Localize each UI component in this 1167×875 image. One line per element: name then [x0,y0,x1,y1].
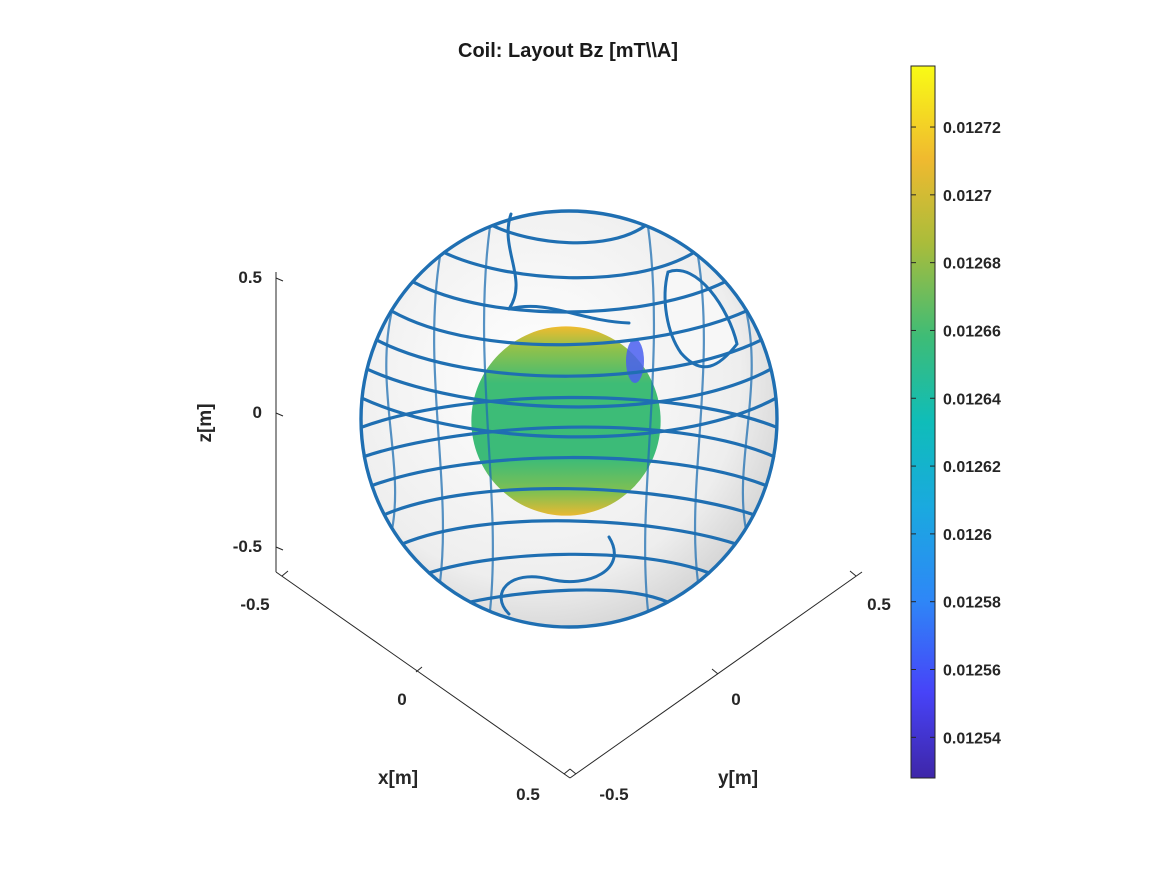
colorbar-tick-label: 0.0126 [943,527,992,544]
colorbar-tick-label: 0.01272 [943,120,1001,137]
coil-wire-loop [362,425,776,459]
x-tick-label: 0 [397,690,406,709]
colorbar-tick-label: 0.01264 [943,391,1001,408]
colorbar-tick-label: 0.01258 [943,595,1001,612]
z-tick-label: 0 [253,403,262,422]
coil-outline [359,209,779,629]
y-axis-line [569,571,863,779]
chart-title: Coil: Layout Bz [mT\\A] [458,40,678,62]
colorbar-gradient [910,65,936,779]
shell-opening [663,268,739,369]
coil-wire-meridian [482,225,494,613]
y-tick-label: 0 [731,690,740,709]
x-tick-mark [281,570,289,577]
y-tick-mark [569,768,577,775]
z-tick-mark [275,277,284,282]
colorbar-tick-label: 0.01254 [943,730,1001,747]
z-tick-label: -0.5 [233,537,262,556]
y-axis-label: y[m] [718,768,758,789]
x-tick-mark [563,768,571,775]
colorbar-tick-label: 0.01268 [943,256,1001,273]
field-low-spot [626,339,644,383]
y-tick-mark [849,570,857,577]
z-axis-label: z[m] [195,403,216,442]
colorbar: 0.01272 0.0127 0.01268 0.01266 0.01264 0.0126… [910,65,1001,779]
colorbar-tick-label: 0.01262 [943,459,1001,476]
coil-wire-loop [499,535,616,616]
z-tick-label: 0.5 [238,268,262,287]
colorbar-tick-label: 0.01266 [943,323,1001,340]
plot-axes [275,272,863,779]
x-axis-label: x[m] [378,768,418,789]
y-tick-label: -0.5 [599,785,628,804]
coil-wire-meridian [433,254,445,584]
z-tick-mark [275,546,284,551]
coil-layer [359,209,779,629]
coil-wire-loop [389,309,749,347]
x-tick-label: -0.5 [240,595,269,614]
colorbar-tick-label: 0.01256 [943,663,1001,680]
coil-wire-meridian [644,225,656,613]
coil-wire-meridian [741,308,753,530]
coil-wire-meridian [385,308,397,530]
coil-wire-loop [401,519,737,546]
x-tick-mark [415,666,423,673]
coil-wire-loop [442,251,696,280]
coil-wire-loop [359,395,779,429]
coil-wire-loop [382,487,756,517]
colorbar-tick-label: 0.0127 [943,188,992,205]
y-tick-mark [711,668,719,675]
coil-wire-meridian [693,254,705,584]
coil-wire-loop [427,552,711,575]
coil-wire-loop [365,367,773,409]
coil-wire-loop [375,338,763,378]
x-axis-line [275,571,571,779]
x-tick-label: 0.5 [516,785,540,804]
y-tick-label: 0.5 [867,595,891,614]
z-tick-mark [275,412,284,417]
coil-wire-loop [370,455,768,488]
coil-wire-loop [506,212,631,325]
